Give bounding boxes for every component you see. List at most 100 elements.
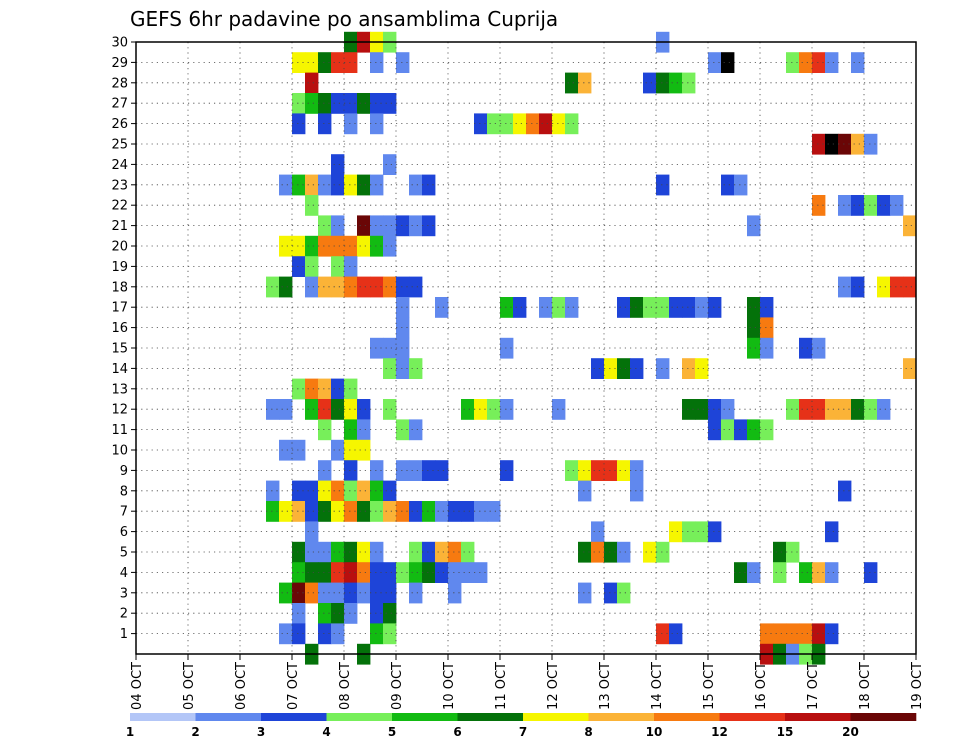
y-tick-label: 20 [111,240,128,255]
legend-label: 3 [257,725,265,739]
heatmap-cell [812,337,826,359]
heatmap-cell [396,419,410,441]
heatmap-cell [500,113,514,135]
x-tick-label: 06 OCT [234,662,249,710]
heatmap-cell [773,562,787,583]
heatmap-cell [708,399,722,420]
heatmap-cell [825,133,839,155]
y-tick-label: 7 [120,505,128,520]
heatmap-cell [370,541,384,563]
heatmap-cell [266,501,280,522]
heatmap-cell [747,562,761,583]
heatmap-cell [279,235,293,257]
heatmap-cell [370,337,384,359]
legend-label: 1 [126,725,134,739]
heatmap-cell [474,562,488,583]
heatmap-cell [409,541,423,563]
heatmap-cell [591,521,605,543]
y-tick-label: 14 [111,362,128,377]
heatmap-cell [383,358,397,379]
x-axis: 04 OCT 05 OCT 06 OCT 07 OCT 08 OCT 09 OCT 10 O… [130,654,925,710]
heatmap-cell [747,317,761,339]
legend-label: 10 [646,725,663,739]
heatmap-cell [825,399,839,420]
heatmap-cell [422,501,436,522]
heatmap-cell [903,276,917,298]
heatmap-cell [864,133,878,155]
heatmap-cell [305,52,319,73]
heatmap-cell [344,399,358,420]
heatmap-cell [331,215,345,237]
heatmap-cell [617,460,631,481]
heatmap-cell [331,480,345,502]
heatmap-cell [526,113,540,135]
heatmap-cell [279,582,293,604]
heatmap-cell [695,399,709,420]
y-tick-label: 6 [120,525,128,540]
heatmap-cell [812,623,826,645]
heatmap-cell [305,541,319,563]
heatmap-cell [461,501,475,522]
x-tick-label: 05 OCT [182,662,197,710]
heatmap-cell [370,501,384,522]
heatmap-cell [799,52,813,73]
heatmap-cell [383,235,397,257]
heatmap-cell [500,399,514,420]
x-tick-label: 08 OCT [338,662,353,710]
heatmap-cell [292,52,306,73]
heatmap-cell [591,460,605,481]
heatmap-cell [825,52,839,73]
heatmap-cell [331,378,345,400]
heatmap-cell [409,174,423,196]
heatmap-cell [838,276,852,298]
heatmap-cell [409,501,423,522]
heatmap-cell [331,52,345,73]
heatmap-cell [630,297,644,318]
legend-label: 20 [842,725,859,739]
heatmap-cell [539,113,553,135]
heatmap-cell [344,235,358,257]
heatmap-cell [370,582,384,604]
heatmap-cell [357,235,371,257]
heatmap-cell [344,52,358,73]
heatmap-cell [695,521,709,543]
heatmap-cell [305,72,319,94]
legend-swatch [523,713,589,721]
x-tick-label: 11 OCT [494,662,509,710]
heatmap-cell [305,195,319,216]
heatmap-cell [760,317,774,339]
y-tick-label: 23 [111,178,128,193]
heatmap-cell [578,480,592,502]
heatmap-cell [344,276,358,298]
legend-label: 15 [777,725,794,739]
heatmap-cell [331,501,345,522]
heatmap-cell [344,460,358,481]
heatmap-cell [643,72,657,94]
y-tick-label: 1 [120,627,128,642]
heatmap-cell [357,501,371,522]
heatmap-cell [773,623,787,645]
x-tick-label: 09 OCT [390,662,405,710]
heatmap-cell [292,501,306,522]
heatmap-cell [669,521,683,543]
heatmap-cell [331,256,345,277]
heatmap-cell [409,215,423,237]
heatmap-cell [292,541,306,563]
heatmap-cell [552,113,566,135]
heatmap-cell [487,501,501,522]
heatmap-cell [383,215,397,237]
heatmap-cell [695,358,709,379]
heatmap-cell [318,235,332,257]
x-tick-label: 04 OCT [130,662,145,710]
heatmap-cell [786,541,800,563]
x-tick-label: 15 OCT [702,662,717,710]
heatmap-cell [331,399,345,420]
heatmap-cell [786,623,800,645]
heatmap-cell [578,72,592,94]
legend-swatch [130,713,196,721]
heatmap-cell [266,276,280,298]
heatmap-cell [370,215,384,237]
legend-label: 6 [453,725,461,739]
heatmap-cell [396,297,410,318]
heatmap-cell [292,174,306,196]
